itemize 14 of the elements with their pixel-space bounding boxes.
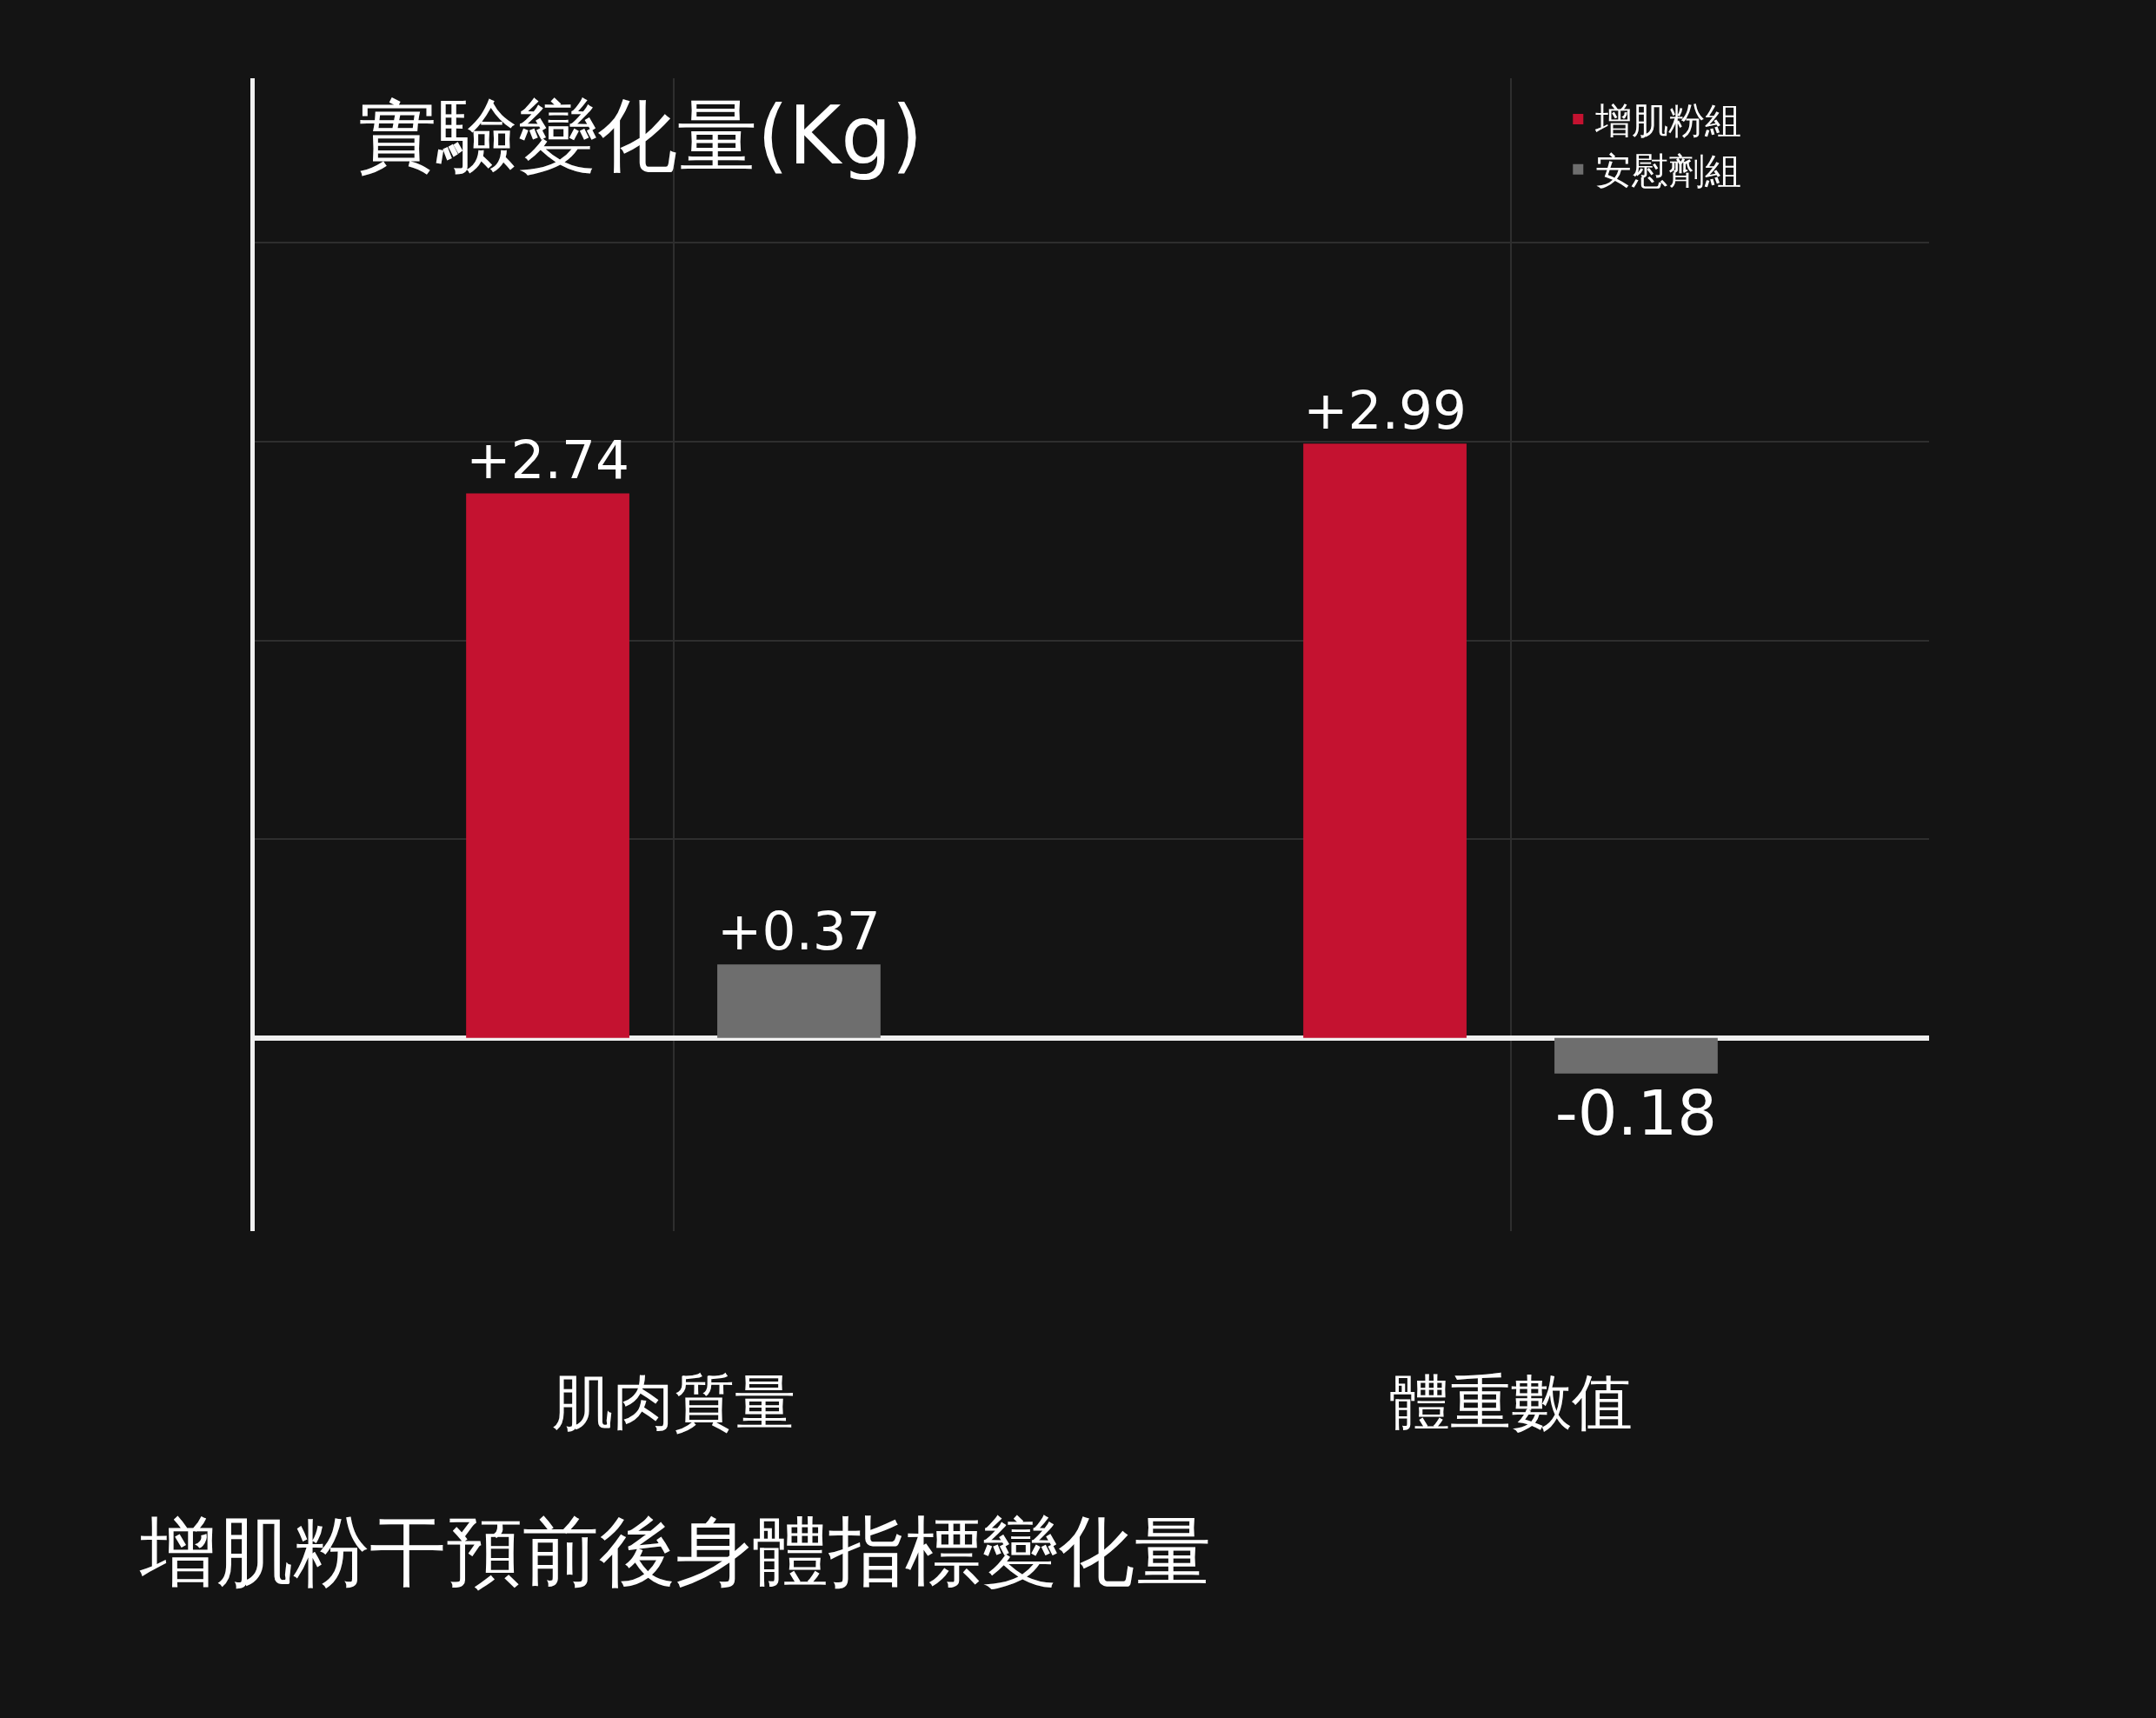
data-label: -0.18 <box>1554 1075 1718 1149</box>
data-label: +2.74 <box>466 428 629 490</box>
data-label: +2.99 <box>1303 378 1467 441</box>
text: 增肌粉干預前後身體指標變化量 <box>139 1507 1212 1597</box>
legend-label: 增肌粉組 <box>1594 99 1742 143</box>
bar <box>1303 443 1467 1038</box>
bar <box>1554 1037 1718 1074</box>
data-label: +0.37 <box>717 899 881 962</box>
bar <box>466 493 629 1038</box>
legend-label: 安慰劑組 <box>1595 150 1742 193</box>
x-tick-label: 體重數值 <box>1388 1367 1633 1438</box>
bar <box>717 964 881 1038</box>
x-tick-label: 肌肉質量 <box>551 1367 795 1438</box>
y-axis-title: 實驗變化量(Kg) <box>357 90 923 183</box>
